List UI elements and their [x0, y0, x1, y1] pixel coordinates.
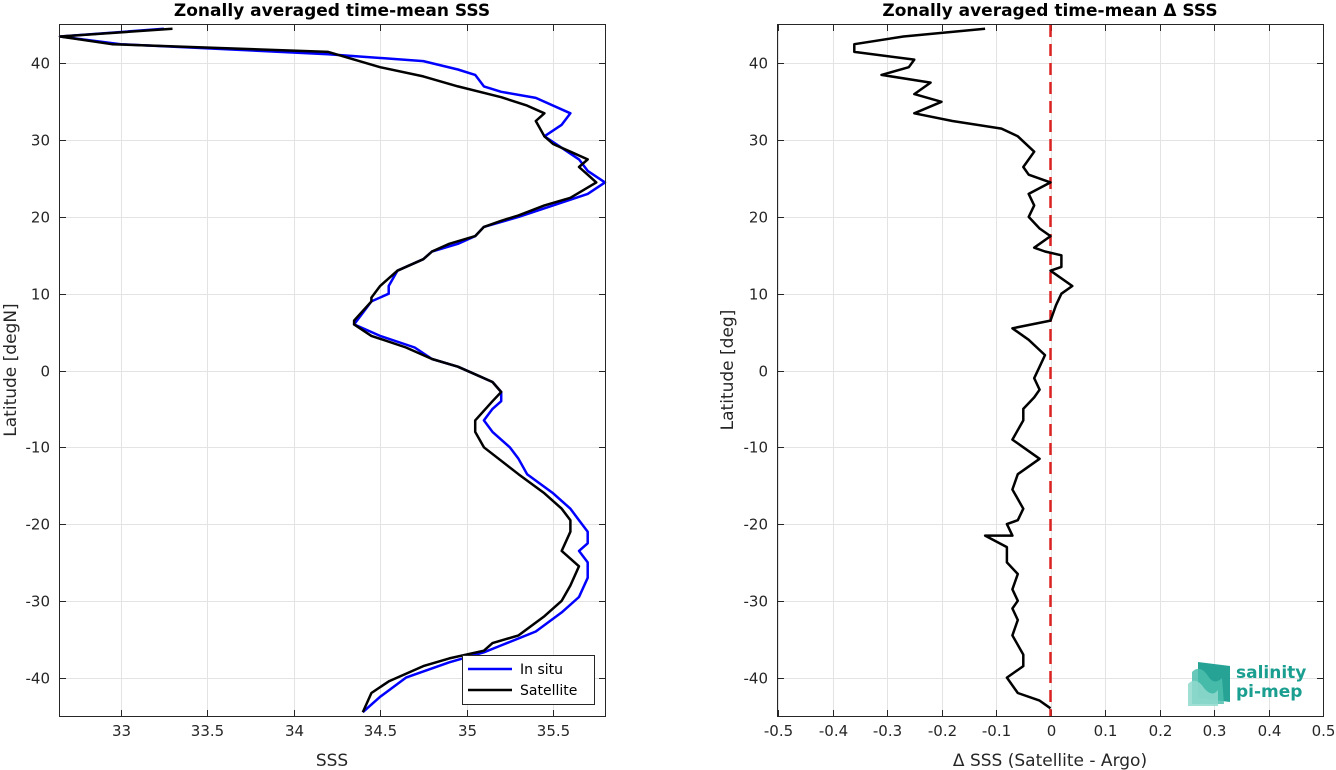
- y-tick-label: -40: [26, 670, 51, 688]
- x-tick-label: 0.3: [1203, 722, 1227, 740]
- sss-plot-frame: [59, 24, 606, 717]
- x-tick-label: 0.5: [1312, 722, 1336, 740]
- satellite-line: [58, 27, 598, 713]
- x-tick-label: -0.3: [873, 722, 902, 740]
- x-tick-label: 0.4: [1258, 722, 1282, 740]
- delta-sss-panel: Zonally averaged time-mean Δ SSS -0.5 -0.…: [718, 1, 1335, 770]
- sss-y-ticks: 40 30 20 10 0 -10 -20 -30 -40: [26, 55, 605, 688]
- delta-sss-plot-frame: [777, 24, 1324, 717]
- y-tick-label: 30: [749, 132, 768, 150]
- sss-legend: In situ Satellite: [462, 655, 595, 705]
- x-tick-label: 33.5: [191, 722, 224, 740]
- delta-sss-x-ticks: -0.5 -0.4 -0.3 -0.2 -0.1 0 0.1 0.2 0.3 0.4 0.5: [764, 25, 1336, 740]
- x-tick-label: 33: [112, 722, 131, 740]
- logo-text-salinity: salinity: [1236, 663, 1306, 683]
- sss-x-ticks: 33 33.5 34 34.5 35 35.5: [112, 25, 570, 740]
- x-tick-label: 0.2: [1149, 722, 1173, 740]
- y-tick-label: 40: [31, 55, 50, 73]
- y-tick-label: 20: [31, 209, 50, 227]
- salinity-pi-mep-logo: salinity pi-mep: [1188, 662, 1306, 706]
- x-tick-label: 35: [458, 722, 477, 740]
- y-tick-label: -30: [26, 593, 51, 611]
- sss-panel: Zonally averaged time-mean SSS 33 33.5 34 3…: [1, 1, 607, 770]
- y-tick-label: -30: [744, 593, 769, 611]
- y-tick-label: -10: [744, 439, 769, 457]
- sss-series: [58, 27, 607, 714]
- y-tick-label: -10: [26, 439, 51, 457]
- x-tick-label: 34: [285, 722, 304, 740]
- x-tick-label: 0.1: [1094, 722, 1118, 740]
- y-tick-label: 0: [40, 363, 50, 381]
- delta-sss-chart-title: Zonally averaged time-mean Δ SSS: [882, 1, 1217, 21]
- y-tick-label: 10: [749, 286, 768, 304]
- sss-x-axis-label: SSS: [316, 751, 348, 770]
- legend-box: [462, 655, 595, 705]
- y-tick-label: 10: [31, 286, 50, 304]
- delta-sss-x-axis-label: Δ SSS (Satellite - Argo): [953, 751, 1147, 770]
- legend-label-in-situ: In situ: [520, 662, 563, 678]
- logo-wave-icon: [1188, 662, 1230, 706]
- x-tick-label: -0.5: [764, 722, 793, 740]
- sss-y-axis-label: Latitude [degN]: [1, 303, 21, 436]
- logo-text-pi-mep: pi-mep: [1236, 682, 1302, 702]
- y-tick-label: -40: [744, 670, 769, 688]
- delta-sss-series: [853, 27, 1074, 710]
- delta-sss-y-ticks: 40 30 20 10 0 -10 -20 -30 -40: [744, 55, 1323, 688]
- y-tick-label: -20: [744, 516, 769, 534]
- in-situ-line: [58, 27, 607, 714]
- x-tick-label: -0.2: [928, 722, 957, 740]
- y-tick-label: 40: [749, 55, 768, 73]
- sss-gridlines: [60, 25, 605, 716]
- y-tick-label: -20: [26, 516, 51, 534]
- sss-chart-title: Zonally averaged time-mean SSS: [174, 1, 490, 21]
- y-tick-label: 0: [758, 363, 768, 381]
- x-tick-label: 35.5: [537, 722, 570, 740]
- x-tick-label: 0: [1047, 722, 1057, 740]
- legend-label-satellite: Satellite: [520, 683, 577, 699]
- x-tick-label: -0.1: [982, 722, 1011, 740]
- delta-sss-y-axis-label: Latitude [deg]: [718, 310, 738, 431]
- y-tick-label: 30: [31, 132, 50, 150]
- delta-sss-line: [853, 27, 1074, 710]
- y-tick-label: 20: [749, 209, 768, 227]
- x-tick-label: 34.5: [364, 722, 397, 740]
- x-tick-label: -0.4: [819, 722, 848, 740]
